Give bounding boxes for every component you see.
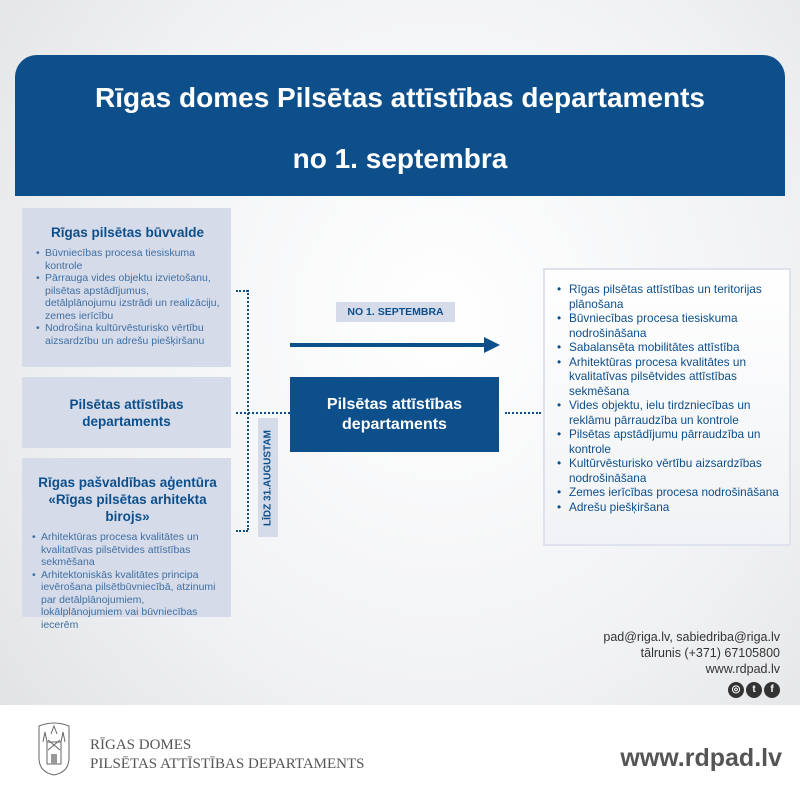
twitter-icon[interactable]: t (746, 682, 762, 698)
title-line-1: Rīgas domes Pilsētas attīstības departam… (95, 82, 705, 113)
until-label: LĪDZ 31.AUGUSTAM (258, 418, 278, 537)
list-item: Arhitektoniskās kvalitātes principa ievē… (30, 569, 225, 632)
connector (236, 530, 248, 532)
responsibilities-box: Rīgas pilsētas attīstības un teritorijas… (543, 268, 791, 546)
contact-phone: tālrunis (+371) 67105800 (640, 646, 780, 660)
center-department-box: Pilsētas attīstības departaments (290, 377, 499, 452)
list-item: Nodrošina kultūrvēsturisko vērtību aizsa… (34, 322, 221, 347)
list-item: Būvniecības procesa tiesiskuma nodrošinā… (555, 311, 779, 340)
arrow-head-icon (484, 337, 500, 353)
connector (505, 412, 541, 414)
facebook-icon[interactable]: f (764, 682, 780, 698)
box-buvvalde: Rīgas pilsētas būvvalde Būvniecības proc… (22, 208, 231, 367)
org-line-1: RĪGAS DOMES (90, 737, 192, 753)
list-item: Adrešu piešķiršana (555, 500, 779, 515)
box-arhitekta-birojs: Rīgas pašvaldības aģentūra «Rīgas pilsēt… (22, 458, 231, 631)
list-item: Pārrauga vides objektu izvietošanu, pils… (34, 272, 221, 322)
list-item: Arhitektūras procesa kvalitātes un kvali… (30, 531, 225, 569)
arrow (290, 343, 486, 347)
box-pad-old: Pilsētas attīstības departaments (22, 377, 231, 448)
box-title: Pilsētas attīstības departaments (69, 396, 184, 429)
contacts: pad@riga.lv, sabiedriba@riga.lv tālrunis… (603, 629, 780, 698)
list-item: Zemes ierīcības procesa nodrošināšana (555, 485, 779, 500)
list-item: Vides objektu, ielu tirdzniecības un rek… (555, 398, 779, 427)
header-banner: Rīgas domes Pilsētas attīstības departam… (15, 55, 785, 196)
list-item: Rīgas pilsētas attīstības un teritorijas… (555, 282, 779, 311)
website-link[interactable]: www.rdpad.lv (620, 744, 782, 772)
title-line-2: no 1. septembra (292, 143, 508, 174)
instagram-icon[interactable]: ◎ (728, 682, 744, 698)
box-title: Rīgas pilsētas būvvalde (50, 225, 205, 240)
contact-emails: pad@riga.lv, sabiedriba@riga.lv (603, 630, 780, 644)
list-item: Būvniecības procesa tiesiskuma kontrole (34, 247, 221, 272)
list-item: Kultūrvēsturisko vērtību aizsardzības no… (555, 456, 779, 485)
connector (236, 412, 290, 414)
connector (247, 290, 249, 530)
org-line-2: PILSĒTAS ATTĪSTĪBAS DEPARTAMENTS (90, 756, 365, 772)
box-title: Rīgas pašvaldības aģentūra «Rīgas pilsēt… (38, 475, 217, 524)
riga-coat-of-arms-logo (38, 722, 70, 776)
contact-web: www.rdpad.lv (705, 662, 780, 676)
from-label: NO 1. SEPTEMBRA (336, 302, 455, 322)
list-item: Sabalansēta mobilitātes attīstība (555, 340, 779, 355)
footer: RĪGAS DOMES PILSĒTAS ATTĪSTĪBAS DEPARTAM… (0, 705, 800, 800)
connector (236, 290, 248, 292)
list-item: Pilsētas apstādījumu pārraudzība un kont… (555, 427, 779, 456)
list-item: Arhitektūras procesa kvalitātes un kvali… (555, 355, 779, 399)
